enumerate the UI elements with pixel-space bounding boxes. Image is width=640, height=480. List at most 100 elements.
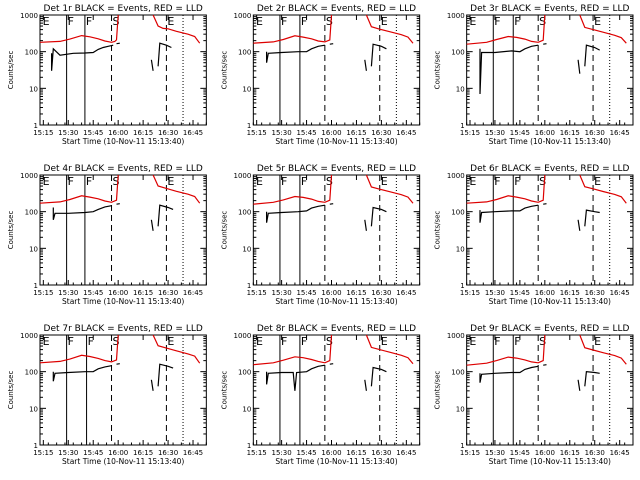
y-tick-label: 1000: [447, 12, 465, 20]
marker-label: E: [256, 175, 263, 188]
x-tick-label: 16:30: [585, 289, 605, 297]
marker-label: E: [381, 175, 388, 188]
y-tick-label: 10: [456, 405, 465, 413]
marker-label: E: [43, 15, 50, 28]
y-tick-label: 10: [242, 405, 251, 413]
x-tick-label: 15:15: [247, 449, 267, 457]
plot-frame: [39, 14, 207, 126]
marker-label: F: [514, 175, 520, 188]
y-axis-label: Counts/sec: [434, 51, 442, 90]
events-series-line: [543, 203, 547, 205]
marker-label: F: [86, 175, 92, 188]
x-tick-label: 15:15: [460, 129, 480, 137]
detector-panel-1: Det 1r BLACK = Events, RED = LLD 1 10 100 10…: [7, 4, 207, 146]
panel-title: Det 9r BLACK = Events, RED = LLD: [470, 324, 629, 334]
events-series-line: [543, 364, 547, 366]
detector-panel-3: Det 3r BLACK = Events, RED = LLD 1 10 100 10…: [434, 4, 634, 146]
marker-label: E: [256, 15, 263, 28]
events-series-line: [150, 379, 154, 391]
marker-label: E: [256, 335, 263, 348]
y-tick-label: 1000: [234, 332, 252, 340]
detector-panel-4: Det 4r BLACK = Events, RED = LLD 1 10 100 10…: [7, 164, 207, 306]
x-tick-label: 15:30: [58, 289, 78, 297]
y-tick-label: 1: [247, 282, 251, 290]
marker-label: E: [43, 335, 50, 348]
marker-label: S: [113, 15, 120, 28]
plot-frame: [39, 174, 207, 286]
panel-title: Det 6r BLACK = Events, RED = LLD: [470, 164, 629, 174]
lld-series-line: [39, 334, 119, 364]
y-tick-label: 10: [29, 405, 38, 413]
x-tick-label: 16:30: [371, 289, 391, 297]
events-series-line: [370, 366, 387, 387]
y-tick-label: 10: [456, 245, 465, 253]
y-tick-label: 1000: [20, 12, 38, 20]
events-series-line: [150, 219, 154, 231]
marker-label: F: [281, 175, 287, 188]
panel-title: Det 8r BLACK = Events, RED = LLD: [257, 324, 416, 334]
x-tick-label: 16:30: [585, 449, 605, 457]
y-tick-label: 10: [242, 85, 251, 93]
x-tick-label: 16:30: [158, 129, 178, 137]
x-tick-label: 16:30: [585, 129, 605, 137]
y-tick-label: 1: [34, 442, 38, 450]
marker-label: F: [514, 335, 520, 348]
marker-label: S: [326, 335, 333, 348]
plot-frame: [252, 334, 421, 446]
marker-label: F: [281, 335, 287, 348]
x-axis-label: Start Time (10-Nov-11 15:13:40): [275, 457, 397, 466]
x-tick-label: 16:45: [610, 289, 630, 297]
lld-series-line: [579, 334, 627, 365]
x-tick-label: 16:15: [346, 129, 366, 137]
detector-panel-9: Det 9r BLACK = Events, RED = LLD 1 10 100 10…: [434, 324, 634, 466]
events-series-line: [266, 364, 325, 391]
x-axis-label: Start Time (10-Nov-11 15:13:40): [489, 297, 611, 306]
marker-label: F: [494, 15, 500, 28]
x-tick-label: 15:45: [296, 129, 316, 137]
x-axis-label: Start Time (10-Nov-11 15:13:40): [275, 137, 397, 146]
x-tick-label: 16:00: [108, 449, 128, 457]
detector-panel-7: Det 7r BLACK = Events, RED = LLD 1 10 100 10…: [7, 324, 207, 466]
marker-label: E: [594, 15, 601, 28]
x-tick-label: 15:15: [247, 129, 267, 137]
events-series-line: [584, 371, 600, 387]
events-series-line: [150, 59, 154, 71]
panel-title: Det 4r BLACK = Events, RED = LLD: [44, 164, 203, 174]
x-tick-label: 16:45: [396, 289, 416, 297]
marker-label: S: [113, 335, 120, 348]
detector-panel-5: Det 5r BLACK = Events, RED = LLD 1 10 100 10…: [220, 164, 421, 306]
x-axis-label: Start Time (10-Nov-11 15:13:40): [62, 297, 184, 306]
plot-frame: [466, 174, 634, 286]
detector-panel-8: Det 8r BLACK = Events, RED = LLD 1 10 100 10…: [220, 324, 421, 466]
x-tick-label: 16:30: [371, 129, 391, 137]
x-tick-label: 16:15: [560, 449, 580, 457]
x-tick-label: 15:30: [272, 129, 292, 137]
y-tick-label: 100: [238, 369, 251, 377]
events-series-line: [364, 59, 367, 71]
y-axis-label: Counts/sec: [220, 51, 228, 90]
lld-series-line: [466, 14, 546, 45]
y-tick-label: 1: [247, 122, 251, 130]
lld-series-line: [253, 174, 333, 205]
y-tick-label: 1: [34, 282, 38, 290]
y-tick-label: 1000: [447, 332, 465, 340]
events-series-line: [370, 43, 387, 67]
marker-label: E: [381, 335, 388, 348]
x-tick-label: 15:30: [485, 129, 505, 137]
events-series-line: [116, 203, 120, 205]
x-tick-label: 16:30: [158, 449, 178, 457]
x-tick-label: 15:45: [510, 129, 530, 137]
events-series-line: [52, 365, 112, 382]
lld-series-line: [466, 334, 546, 366]
marker-label: E: [469, 335, 476, 348]
marker-label: E: [594, 175, 601, 188]
marker-label: F: [68, 15, 74, 28]
y-tick-label: 1000: [20, 332, 38, 340]
x-tick-label: 16:00: [108, 129, 128, 137]
events-series-line: [157, 42, 172, 67]
lld-series-line: [152, 14, 201, 44]
lld-series-line: [39, 174, 119, 204]
x-tick-label: 15:30: [58, 449, 78, 457]
x-tick-label: 15:15: [247, 289, 267, 297]
x-tick-label: 15:30: [272, 449, 292, 457]
